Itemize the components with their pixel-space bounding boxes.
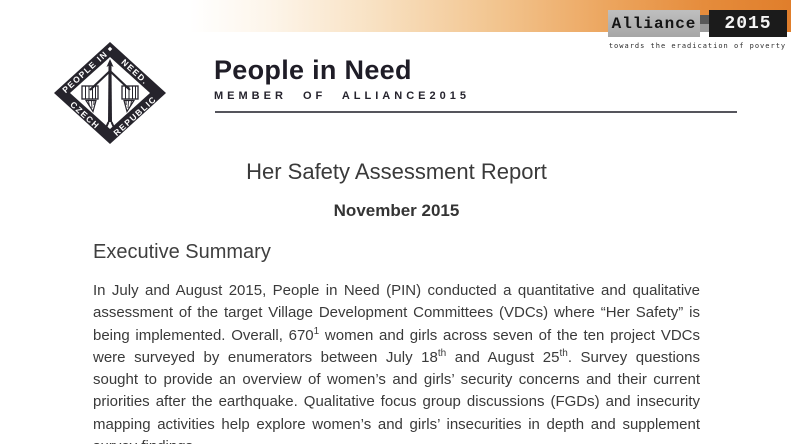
org-name: People in Need	[214, 55, 412, 85]
executive-summary-paragraph: In July and August 2015, People in Need …	[93, 282, 700, 444]
header-divider-rule	[215, 111, 737, 113]
document-date: November 2015	[333, 201, 460, 220]
logo-figure	[81, 59, 139, 131]
alliance-connector-squares	[700, 10, 709, 37]
logo-top-star	[107, 46, 113, 52]
alliance2015-badge: Alliance 2015 towards the eradication of…	[608, 10, 787, 50]
alliance2015-logo: Alliance 2015	[608, 10, 787, 37]
section-heading-executive-summary: Executive Summary	[93, 241, 271, 263]
connector-square-light	[700, 24, 709, 32]
alliance-year-box: 2015	[709, 10, 787, 37]
org-header: People in Need MEMBER OF ALLIANCE2015	[214, 55, 470, 103]
connector-square-dark	[700, 15, 709, 24]
document-title: Her Safety Assessment Report	[246, 159, 547, 184]
people-in-need-logo-icon: PEOPLE IN NEED. CZECH REPUBLIC	[54, 42, 166, 144]
alliance-name-box: Alliance	[608, 10, 700, 37]
alliance-tagline: towards the eradication of poverty	[608, 42, 787, 50]
org-subtitle: MEMBER OF ALLIANCE2015	[214, 90, 470, 102]
